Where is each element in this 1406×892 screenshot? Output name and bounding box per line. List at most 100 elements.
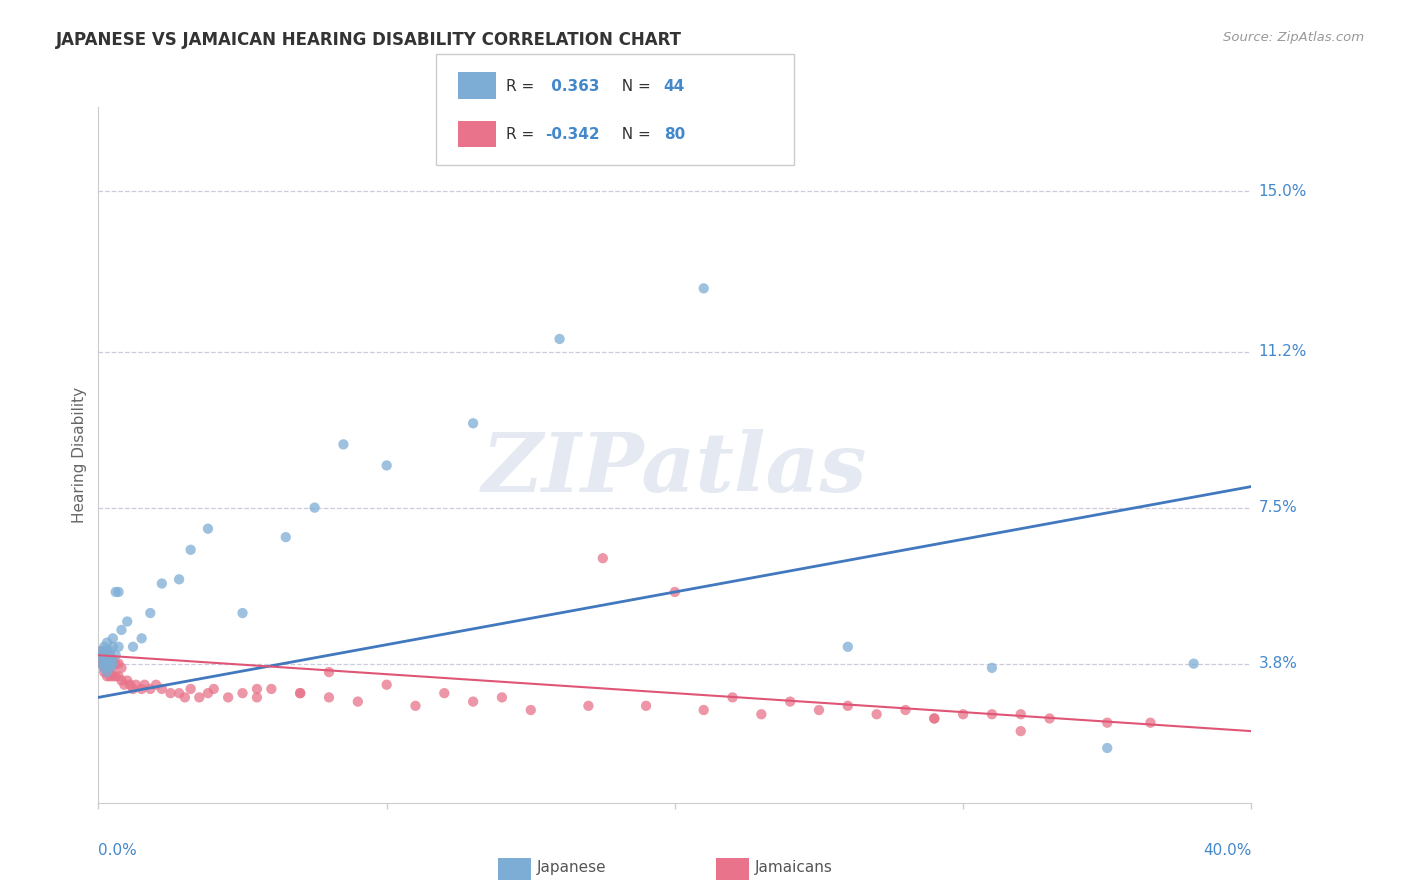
Point xyxy=(96,665,118,679)
Point xyxy=(104,657,127,671)
Point xyxy=(145,678,167,692)
Text: 40.0%: 40.0% xyxy=(1204,843,1251,858)
Point xyxy=(952,707,974,722)
Point xyxy=(93,648,115,663)
Point xyxy=(96,657,118,671)
Point xyxy=(90,644,112,658)
Point xyxy=(139,606,162,620)
Point xyxy=(981,661,1004,675)
Point xyxy=(304,500,326,515)
Text: R =: R = xyxy=(506,128,540,143)
Point xyxy=(96,644,118,658)
Point xyxy=(375,458,398,473)
Point xyxy=(117,615,138,629)
Point xyxy=(90,648,112,663)
Point xyxy=(290,686,312,700)
Point xyxy=(922,711,945,725)
Point xyxy=(96,657,118,671)
Point xyxy=(122,640,145,654)
Text: 44: 44 xyxy=(664,79,685,95)
Point xyxy=(96,635,118,649)
Point xyxy=(98,669,121,683)
Point xyxy=(112,678,135,692)
Point xyxy=(1139,715,1161,730)
Point xyxy=(117,673,138,688)
Point xyxy=(120,678,142,692)
Point xyxy=(1010,707,1032,722)
Point xyxy=(260,681,283,696)
Point xyxy=(592,551,614,566)
Point xyxy=(664,585,686,599)
Point xyxy=(110,661,132,675)
Point xyxy=(98,657,121,671)
Point xyxy=(318,665,340,679)
Point xyxy=(693,281,716,295)
Text: N =: N = xyxy=(612,128,655,143)
Text: 0.0%: 0.0% xyxy=(98,843,138,858)
Point xyxy=(1097,741,1119,756)
Point xyxy=(131,681,153,696)
Point xyxy=(231,606,254,620)
Point xyxy=(96,665,118,679)
Point xyxy=(90,644,112,658)
Point xyxy=(636,698,658,713)
Point xyxy=(894,703,917,717)
Point xyxy=(93,648,115,663)
Point xyxy=(180,681,202,696)
Point xyxy=(837,698,859,713)
Point xyxy=(101,632,124,646)
Point xyxy=(693,703,716,717)
Text: Source: ZipAtlas.com: Source: ZipAtlas.com xyxy=(1223,31,1364,45)
Point xyxy=(139,681,162,696)
Point xyxy=(96,652,118,666)
Point xyxy=(93,661,115,675)
Point xyxy=(159,686,181,700)
Text: JAPANESE VS JAMAICAN HEARING DISABILITY CORRELATION CHART: JAPANESE VS JAMAICAN HEARING DISABILITY … xyxy=(56,31,682,49)
Point xyxy=(107,657,129,671)
Point xyxy=(150,681,173,696)
Point xyxy=(246,690,269,705)
Point xyxy=(433,686,456,700)
Point xyxy=(922,711,945,725)
Point xyxy=(274,530,297,544)
Point xyxy=(101,657,124,671)
Text: 15.0%: 15.0% xyxy=(1258,184,1306,199)
Point xyxy=(751,707,773,722)
Point xyxy=(180,542,202,557)
Text: Jamaicans: Jamaicans xyxy=(755,861,832,875)
Point xyxy=(150,576,173,591)
Point xyxy=(104,648,127,663)
Point xyxy=(98,661,121,675)
Point xyxy=(461,695,484,709)
Point xyxy=(110,623,132,637)
Point xyxy=(779,695,801,709)
Text: R =: R = xyxy=(506,79,540,95)
Point xyxy=(104,585,127,599)
Point xyxy=(290,686,312,700)
Point xyxy=(98,657,121,671)
Point xyxy=(90,648,112,663)
Point xyxy=(1038,711,1062,725)
Point xyxy=(188,690,211,705)
Text: 7.5%: 7.5% xyxy=(1258,500,1298,515)
Point xyxy=(318,690,340,705)
Point xyxy=(110,673,132,688)
Point xyxy=(134,678,156,692)
Point xyxy=(98,644,121,658)
Point xyxy=(107,669,129,683)
Point xyxy=(461,417,484,431)
Point xyxy=(167,686,190,700)
Point xyxy=(548,332,571,346)
Point xyxy=(90,652,112,666)
Point xyxy=(520,703,543,717)
Point xyxy=(104,669,127,683)
Point xyxy=(231,686,254,700)
Point xyxy=(1010,724,1032,739)
Point xyxy=(405,698,427,713)
Point xyxy=(101,640,124,654)
Point xyxy=(122,681,145,696)
Text: Japanese: Japanese xyxy=(537,861,607,875)
Point xyxy=(866,707,889,722)
Point xyxy=(491,690,513,705)
Text: 11.2%: 11.2% xyxy=(1258,344,1306,359)
